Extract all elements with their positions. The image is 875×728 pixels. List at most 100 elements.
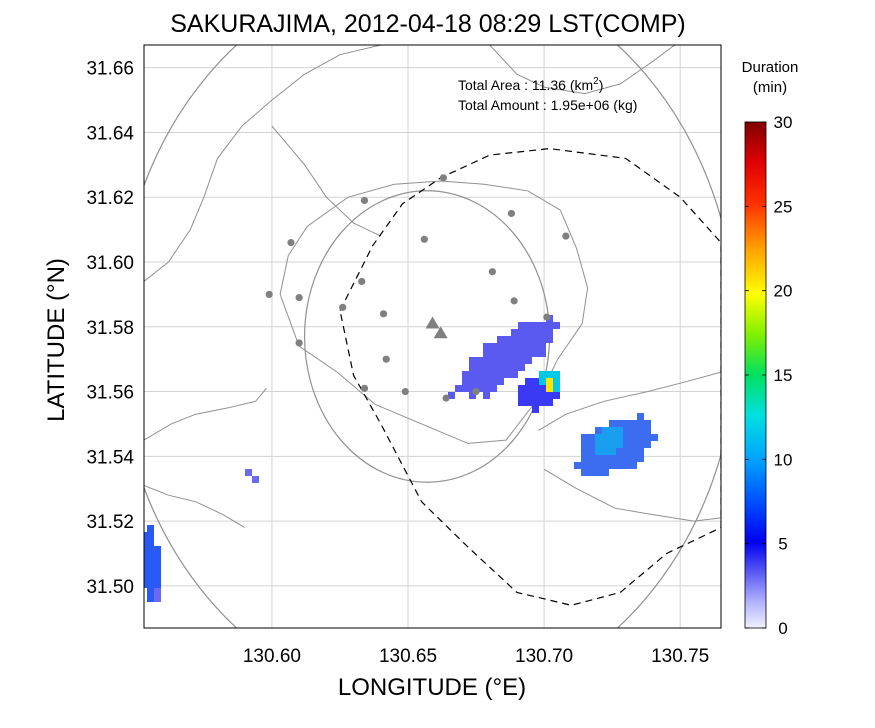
ash-cell [455,385,462,392]
ash-cluster-3 [546,378,553,392]
ash-cell [546,329,553,336]
ash-cell [623,434,630,441]
ash-cell [616,427,623,434]
ash-cell [546,371,553,378]
ash-cell [644,441,651,448]
ash-cell [525,343,532,350]
ash-cell [147,560,154,567]
ash-cell [147,532,154,539]
coastline-0 [144,45,381,282]
ash-cell [616,434,623,441]
ash-cell [637,441,644,448]
station-point [439,174,447,182]
ash-cell [609,448,616,455]
ash-cell [602,434,609,441]
ash-cell [546,385,553,392]
total-area-text: Total Area : 11.36 (km [458,77,593,93]
ash-cell [144,567,147,574]
ash-cell [609,455,616,462]
ash-cell [490,357,497,364]
ash-cell [483,364,490,371]
ash-cell [154,546,161,553]
ash-cell [588,469,595,476]
ash-cell [546,322,553,329]
y-tick-labels: 31.50 31.52 31.54 31.56 31.58 31.60 31.62 31.64… [86,59,134,598]
ash-cell [539,322,546,329]
ash-cell [518,343,525,350]
ash-cell [476,371,483,378]
station-point [510,297,518,305]
ash-cluster-0 [448,315,560,399]
ash-cell [147,595,154,602]
station-point [360,384,369,392]
ash-cell [609,420,616,427]
vent-marker [425,316,440,329]
ash-cell [483,392,490,399]
ash-cell [154,581,161,588]
coastlines [144,45,721,529]
ash-cell [595,469,602,476]
ash-cell [644,427,651,434]
coastline-4 [538,371,721,431]
ash-cell [462,371,469,378]
ash-cell [525,378,532,385]
ash-cell [490,378,497,385]
ash-cell [630,462,637,469]
ash-cell [553,392,560,399]
ash-cell [154,574,161,581]
ash-cell [553,322,560,329]
ash-cell [539,336,546,343]
ash-cell [532,350,539,357]
ash-cell [525,392,532,399]
ash-cell [497,357,504,364]
ash-cell [504,336,511,343]
ash-cell [504,350,511,357]
ash-cell [497,364,504,371]
ash-cell [581,441,588,448]
y-tick-label: 31.64 [86,123,134,144]
ash-cell [532,385,539,392]
total-area-annotation: Total Area : 11.36 (km2) [458,76,603,93]
station-point [287,238,295,247]
x-tick-label: 130.70 [515,646,573,667]
ash-cell [546,336,553,343]
ash-cell [581,448,588,455]
ash-cell [602,469,609,476]
ash-cell [532,322,539,329]
ash-cell [581,462,588,469]
ash-cell [546,399,553,406]
coastline-2 [144,387,267,441]
ash-cell [511,364,518,371]
station-point [507,209,516,218]
ash-cell [637,420,644,427]
ash-cell [539,399,546,406]
station-point [295,339,303,347]
ash-cell [252,476,259,483]
ash-cell [588,448,595,455]
chart-title: SAKURAJIMA, 2012-04-18 08:29 LST(COMP) [170,10,685,38]
ash-cell [448,392,455,399]
ash-cell [553,385,560,392]
ash-cell [154,560,161,567]
ash-cell [539,378,546,385]
x-axis-label: LONGITUDE (°E) [338,674,526,701]
ash-cell [490,385,497,392]
ash-deposit-cells [144,315,658,602]
ash-cell [637,434,644,441]
ash-cell [539,329,546,336]
station-point [379,310,388,318]
ash-cell [144,546,147,553]
station-point [339,303,347,311]
ash-cell [609,434,616,441]
ash-cell [497,378,504,385]
ash-cluster-6 [245,469,259,483]
vents [425,316,448,339]
colorbar-tick-label: 0 [778,619,787,638]
ash-cell [525,329,532,336]
ash-cell [469,392,476,399]
ash-cell [476,364,483,371]
ash-cell [504,364,511,371]
ash-cell [644,434,651,441]
ash-cell [497,371,504,378]
ash-cell [609,441,616,448]
